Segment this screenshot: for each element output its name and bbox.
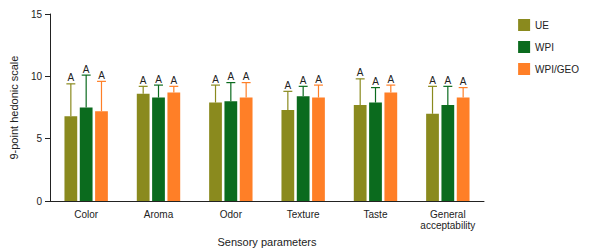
svg-text:A: A (285, 80, 292, 91)
svg-text:15: 15 (31, 9, 43, 20)
svg-text:A: A (212, 74, 219, 85)
svg-text:A: A (444, 75, 451, 86)
svg-text:A: A (227, 71, 234, 82)
svg-text:A: A (387, 74, 394, 85)
svg-text:WPI/GEO: WPI/GEO (535, 64, 579, 75)
svg-text:A: A (315, 74, 322, 85)
svg-text:UE: UE (535, 20, 549, 31)
svg-text:9-point hedonic scale: 9-point hedonic scale (8, 56, 20, 160)
svg-text:A: A (68, 72, 75, 83)
svg-text:A: A (155, 74, 162, 85)
svg-text:A: A (83, 64, 90, 75)
svg-text:A: A (460, 76, 467, 87)
svg-text:A: A (243, 71, 250, 82)
svg-text:General: General (430, 209, 466, 220)
svg-text:WPI: WPI (535, 42, 554, 53)
svg-text:A: A (357, 67, 364, 78)
svg-text:A: A (170, 75, 177, 86)
svg-text:A: A (429, 75, 436, 86)
svg-text:Color: Color (74, 209, 99, 220)
svg-text:A: A (98, 70, 105, 81)
svg-text:acceptability: acceptability (420, 220, 475, 231)
svg-text:Odor: Odor (220, 209, 243, 220)
svg-text:5: 5 (36, 133, 42, 144)
svg-text:A: A (140, 75, 147, 86)
svg-text:0: 0 (36, 196, 42, 207)
svg-text:10: 10 (31, 71, 43, 82)
svg-text:A: A (372, 76, 379, 87)
svg-text:A: A (300, 75, 307, 86)
svg-text:Texture: Texture (287, 209, 320, 220)
svg-text:Taste: Taste (364, 209, 388, 220)
svg-text:Aroma: Aroma (144, 209, 174, 220)
svg-text:Sensory parameters: Sensory parameters (217, 236, 317, 248)
